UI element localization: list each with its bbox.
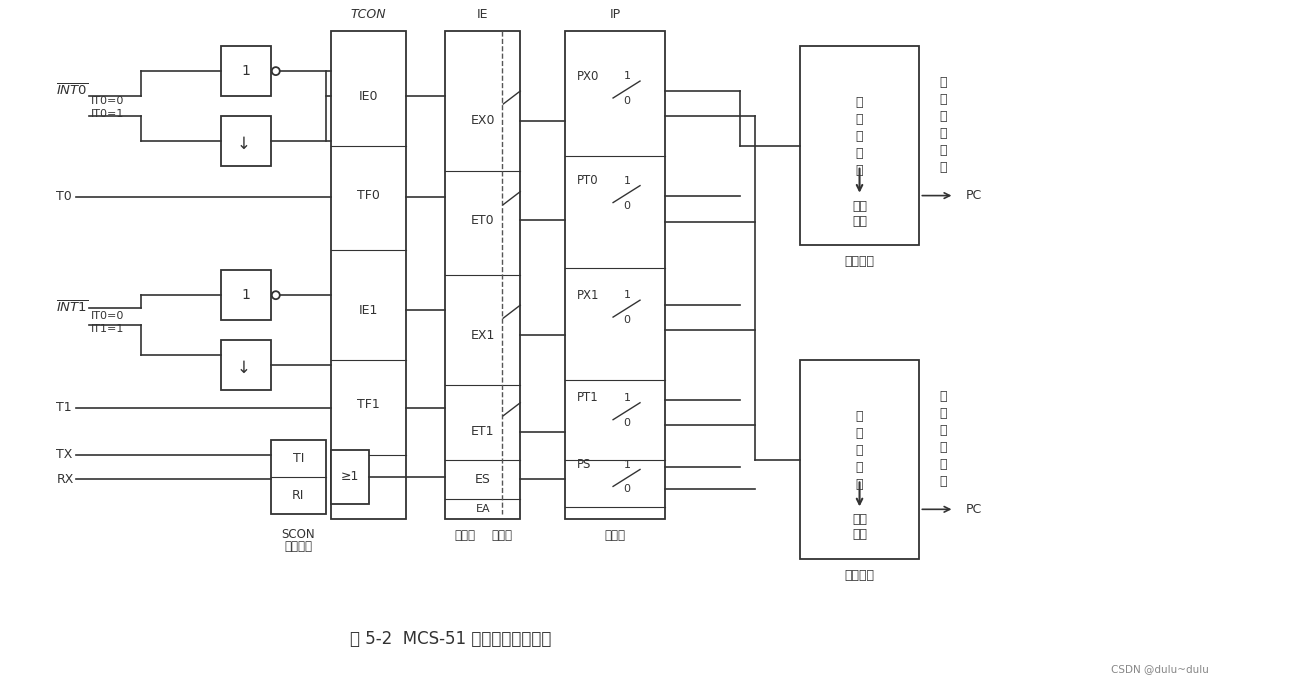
Text: ET0: ET0 (471, 214, 494, 227)
Text: TF0: TF0 (356, 189, 380, 202)
Text: SCON: SCON (281, 528, 315, 541)
Text: 硬件查询: 硬件查询 (844, 255, 874, 268)
Text: IT0=0: IT0=0 (92, 96, 124, 106)
Text: ≥1: ≥1 (341, 471, 359, 484)
Text: TCON: TCON (350, 8, 386, 21)
Text: 1: 1 (624, 460, 630, 469)
Text: PT0: PT0 (577, 174, 599, 187)
FancyBboxPatch shape (330, 31, 405, 519)
Text: RI: RI (292, 489, 305, 502)
Text: PC: PC (966, 189, 982, 202)
Text: $\overline{INT0}$: $\overline{INT0}$ (57, 83, 89, 98)
Circle shape (272, 291, 280, 299)
Text: PT1: PT1 (577, 391, 599, 404)
Text: T1: T1 (57, 402, 72, 415)
Text: IE: IE (478, 8, 488, 21)
Text: EX0: EX0 (471, 114, 496, 127)
Text: 源允许: 源允许 (454, 529, 476, 542)
Text: 0: 0 (624, 484, 630, 495)
Text: TX: TX (57, 448, 72, 461)
Text: 1: 1 (241, 288, 250, 302)
FancyBboxPatch shape (221, 47, 271, 96)
Text: 0: 0 (624, 315, 630, 325)
Text: RX: RX (57, 473, 74, 486)
Text: IT0=0: IT0=0 (92, 311, 124, 321)
Text: 矢量
地址: 矢量 地址 (852, 200, 868, 228)
Circle shape (272, 67, 280, 75)
Text: ET1: ET1 (471, 425, 494, 438)
Text: 自
然
优
先
级: 自 然 优 先 级 (856, 410, 864, 490)
FancyBboxPatch shape (799, 47, 919, 246)
FancyBboxPatch shape (271, 440, 325, 514)
Text: $\overline{INT1}$: $\overline{INT1}$ (57, 300, 89, 316)
FancyBboxPatch shape (221, 116, 271, 166)
Text: CSDN @dulu~dulu: CSDN @dulu~dulu (1112, 663, 1208, 674)
FancyBboxPatch shape (565, 31, 665, 519)
Text: ↓: ↓ (238, 359, 250, 377)
Text: 0: 0 (624, 418, 630, 428)
Text: 1: 1 (624, 290, 630, 300)
Text: IT0=1: IT0=1 (92, 109, 124, 119)
FancyBboxPatch shape (799, 360, 919, 559)
Text: ↓: ↓ (238, 135, 250, 153)
Text: PC: PC (966, 503, 982, 516)
Text: PX0: PX0 (577, 70, 599, 83)
Text: IT1=1: IT1=1 (92, 324, 124, 334)
FancyBboxPatch shape (221, 270, 271, 320)
FancyBboxPatch shape (221, 340, 271, 390)
Text: IE0: IE0 (359, 90, 378, 103)
Text: IP: IP (609, 8, 621, 21)
Text: PS: PS (577, 458, 591, 471)
Text: 1: 1 (241, 64, 250, 78)
Text: EX1: EX1 (471, 328, 494, 341)
Text: 0: 0 (624, 96, 630, 106)
Text: 矢量
地址: 矢量 地址 (852, 513, 868, 541)
FancyBboxPatch shape (445, 31, 520, 519)
Text: EA: EA (475, 504, 491, 514)
Text: TF1: TF1 (356, 398, 380, 411)
Text: 0: 0 (624, 200, 630, 211)
Text: PX1: PX1 (577, 289, 599, 302)
Text: 自
然
优
先
级: 自 然 优 先 级 (856, 96, 864, 177)
Text: IE1: IE1 (359, 304, 378, 317)
Text: 1: 1 (624, 176, 630, 185)
Text: 1: 1 (624, 71, 630, 81)
Text: 硬件查询: 硬件查询 (844, 569, 874, 582)
Text: 高
级
中
断
请
求: 高 级 中 断 请 求 (940, 76, 946, 174)
Text: T0: T0 (57, 190, 72, 203)
Text: 总允许: 总允许 (492, 529, 513, 542)
Text: ES: ES (475, 473, 491, 486)
Text: 中断标志: 中断标志 (284, 540, 312, 553)
Text: 低
级
中
断
请
求: 低 级 中 断 请 求 (940, 390, 946, 488)
Text: 图 5-2  MCS-51 的中断系统结构图: 图 5-2 MCS-51 的中断系统结构图 (350, 630, 551, 648)
Text: 1: 1 (624, 393, 630, 403)
Text: TI: TI (293, 451, 303, 464)
Text: 优先级: 优先级 (604, 529, 626, 542)
FancyBboxPatch shape (330, 449, 369, 504)
